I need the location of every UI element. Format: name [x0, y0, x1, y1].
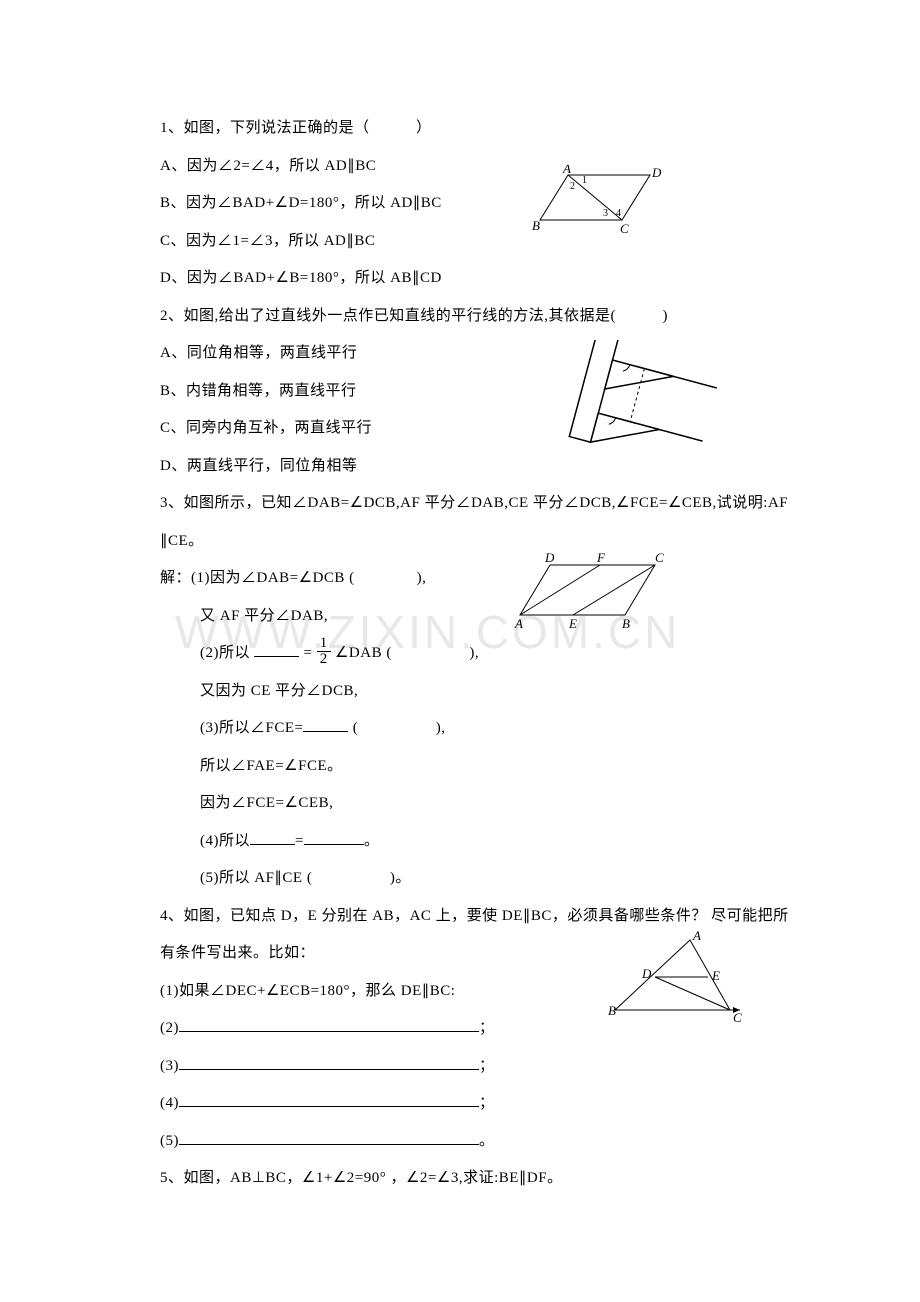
q4-l2-label: (2)	[160, 1020, 179, 1036]
q3-l2: 又 AF 平分∠DAB,	[160, 598, 765, 636]
blank	[254, 642, 299, 657]
q3-l8b: =	[295, 833, 304, 849]
q4-l4: (4) ；	[160, 1085, 765, 1123]
q1-stem: 1、如图，下列说法正确的是（ ）	[160, 110, 765, 148]
q3-l5a: (3)所以∠FCE=	[200, 720, 303, 736]
q3-l3a: (2)所以	[200, 645, 250, 661]
semi: ；	[479, 1020, 495, 1036]
q3-l8a: (4)所以	[200, 833, 250, 849]
blank	[303, 717, 348, 732]
q3-l3b: ∠DAB ( ),	[335, 645, 479, 661]
q3-l9: (5)所以 AF∥CE ( )。	[160, 860, 765, 898]
q4-l4-label: (4)	[160, 1095, 179, 1111]
q2-optD: D、两直线平行，同位角相等	[160, 448, 765, 486]
frac-den: 2	[317, 652, 331, 667]
q1-optC: C、因为∠1=∠3，所以 AD∥BC	[160, 223, 765, 261]
q2-optA: A、同位角相等，两直线平行	[160, 335, 765, 373]
q3-l6: 所以∠FAE=∠FCE。	[160, 748, 765, 786]
q3-stem2: ∥CE。	[160, 523, 765, 561]
eq: =	[304, 645, 313, 661]
q4-l2: (2) ；	[160, 1010, 765, 1048]
q3-l5: (3)所以∠FCE= ( ),	[160, 710, 765, 748]
blank	[250, 830, 295, 845]
q3-l8c: 。	[364, 833, 380, 849]
blank	[179, 1130, 479, 1145]
q3-sol-head: 解：(1)因为∠DAB=∠DCB ( ),	[160, 560, 765, 598]
q4-l5: (5) 。	[160, 1123, 765, 1161]
q1-optB: B、因为∠BAD+∠D=180°，所以 AD∥BC	[160, 185, 765, 223]
fraction: 1 2	[317, 636, 331, 667]
q3-l5b: ( ),	[353, 720, 446, 736]
blank	[179, 1092, 479, 1107]
q4-stem2: 有条件写出来。比如：	[160, 935, 765, 973]
q2-stem: 2、如图,给出了过直线外一点作已知直线的平行线的方法,其依据是( )	[160, 298, 765, 336]
q4-l3-label: (3)	[160, 1058, 179, 1074]
blank	[304, 830, 364, 845]
period: 。	[479, 1133, 495, 1149]
q2-optC: C、同旁内角互补，两直线平行	[160, 410, 765, 448]
semi: ；	[479, 1095, 495, 1111]
q3-stem: 3、如图所示，已知∠DAB=∠DCB,AF 平分∠DAB,CE 平分∠DCB,∠…	[160, 485, 765, 523]
blank	[179, 1055, 479, 1070]
q4-l1: (1)如果∠DEC+∠ECB=180°，那么 DE∥BC:	[160, 973, 765, 1011]
q5-stem: 5、如图，AB⊥BC，∠1+∠2=90° ，∠2=∠3,求证:BE∥DF。	[160, 1160, 765, 1198]
q4-l5-label: (5)	[160, 1133, 179, 1149]
q3-l3: (2)所以 = 1 2 ∠DAB ( ),	[160, 635, 765, 673]
q3-l8: (4)所以 = 。	[160, 823, 765, 861]
q3-l7: 因为∠FCE=∠CEB,	[160, 785, 765, 823]
semi: ；	[479, 1058, 495, 1074]
q3-l4: 又因为 CE 平分∠DCB,	[160, 673, 765, 711]
q2-optB: B、内错角相等，两直线平行	[160, 373, 765, 411]
q4-l3: (3) ；	[160, 1048, 765, 1086]
blank	[179, 1017, 479, 1032]
q4-stem: 4、如图，已知点 D，E 分别在 AB，AC 上，要使 DE∥BC，必须具备哪些…	[160, 898, 765, 936]
frac-num: 1	[317, 636, 331, 652]
q1-optD: D、因为∠BAD+∠B=180°，所以 AB∥CD	[160, 260, 765, 298]
q1-optA: A、因为∠2=∠4，所以 AD∥BC	[160, 148, 765, 186]
